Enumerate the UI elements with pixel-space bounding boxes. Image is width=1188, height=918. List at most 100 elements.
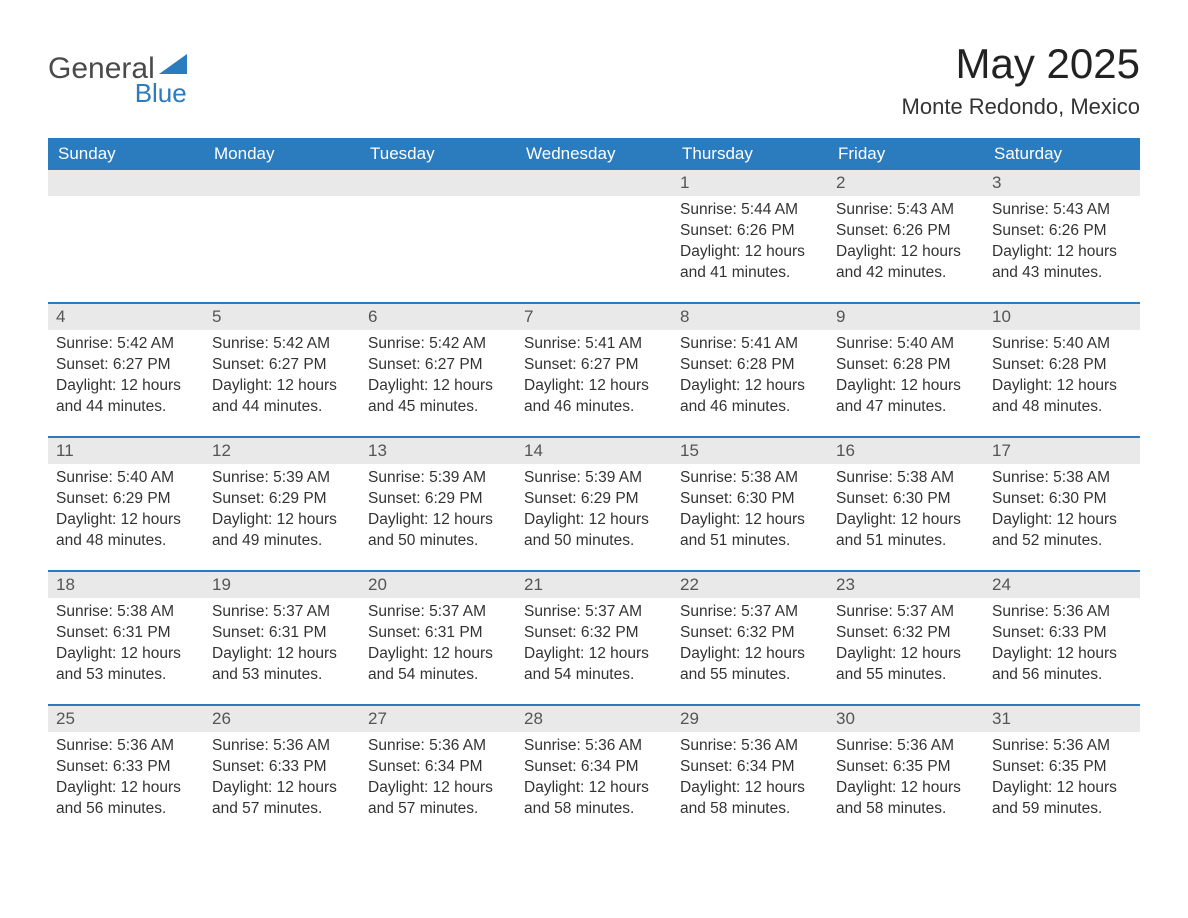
date-number: 29 (672, 706, 828, 732)
calendar-cell: 10Sunrise: 5:40 AMSunset: 6:28 PMDayligh… (984, 304, 1140, 422)
calendar-cell: 6Sunrise: 5:42 AMSunset: 6:27 PMDaylight… (360, 304, 516, 422)
date-number: 30 (828, 706, 984, 732)
sunrise-line: Sunrise: 5:36 AM (680, 736, 820, 757)
day-details: Sunrise: 5:38 AMSunset: 6:30 PMDaylight:… (672, 464, 828, 554)
sunrise-line: Sunrise: 5:40 AM (836, 334, 976, 355)
sunset-line: Sunset: 6:34 PM (680, 757, 820, 778)
calendar-cell: 27Sunrise: 5:36 AMSunset: 6:34 PMDayligh… (360, 706, 516, 824)
sunset-line: Sunset: 6:34 PM (524, 757, 664, 778)
day-details: Sunrise: 5:42 AMSunset: 6:27 PMDaylight:… (360, 330, 516, 420)
calendar-cell: 23Sunrise: 5:37 AMSunset: 6:32 PMDayligh… (828, 572, 984, 690)
date-number: 1 (672, 170, 828, 196)
weekday-header: Tuesday (360, 138, 516, 170)
daylight-line: Daylight: 12 hours and 53 minutes. (56, 644, 196, 686)
calendar-cell: 2Sunrise: 5:43 AMSunset: 6:26 PMDaylight… (828, 170, 984, 288)
sunrise-line: Sunrise: 5:36 AM (992, 602, 1132, 623)
weekday-header: Friday (828, 138, 984, 170)
sunrise-line: Sunrise: 5:36 AM (524, 736, 664, 757)
location-label: Monte Redondo, Mexico (902, 94, 1140, 120)
date-number: 11 (48, 438, 204, 464)
sunset-line: Sunset: 6:34 PM (368, 757, 508, 778)
sunset-line: Sunset: 6:31 PM (56, 623, 196, 644)
sunrise-line: Sunrise: 5:38 AM (992, 468, 1132, 489)
day-details: Sunrise: 5:36 AMSunset: 6:34 PMDaylight:… (360, 732, 516, 822)
calendar-cell: 31Sunrise: 5:36 AMSunset: 6:35 PMDayligh… (984, 706, 1140, 824)
calendar-cell: 24Sunrise: 5:36 AMSunset: 6:33 PMDayligh… (984, 572, 1140, 690)
weekday-header: Wednesday (516, 138, 672, 170)
day-details: Sunrise: 5:40 AMSunset: 6:28 PMDaylight:… (984, 330, 1140, 420)
calendar-cell: 28Sunrise: 5:36 AMSunset: 6:34 PMDayligh… (516, 706, 672, 824)
calendar-cell: 13Sunrise: 5:39 AMSunset: 6:29 PMDayligh… (360, 438, 516, 556)
day-details: Sunrise: 5:38 AMSunset: 6:31 PMDaylight:… (48, 598, 204, 688)
date-number: 19 (204, 572, 360, 598)
weekday-header: Sunday (48, 138, 204, 170)
sunset-line: Sunset: 6:30 PM (680, 489, 820, 510)
sunset-line: Sunset: 6:35 PM (836, 757, 976, 778)
day-details: Sunrise: 5:40 AMSunset: 6:28 PMDaylight:… (828, 330, 984, 420)
date-number: 21 (516, 572, 672, 598)
day-details: Sunrise: 5:38 AMSunset: 6:30 PMDaylight:… (984, 464, 1140, 554)
daylight-line: Daylight: 12 hours and 50 minutes. (524, 510, 664, 552)
day-details: Sunrise: 5:38 AMSunset: 6:30 PMDaylight:… (828, 464, 984, 554)
sunrise-line: Sunrise: 5:42 AM (212, 334, 352, 355)
date-number: 25 (48, 706, 204, 732)
calendar-cell: 7Sunrise: 5:41 AMSunset: 6:27 PMDaylight… (516, 304, 672, 422)
daylight-line: Daylight: 12 hours and 56 minutes. (56, 778, 196, 820)
sunset-line: Sunset: 6:32 PM (680, 623, 820, 644)
day-details: Sunrise: 5:37 AMSunset: 6:32 PMDaylight:… (672, 598, 828, 688)
sunrise-line: Sunrise: 5:42 AM (56, 334, 196, 355)
daylight-line: Daylight: 12 hours and 57 minutes. (368, 778, 508, 820)
day-details: Sunrise: 5:36 AMSunset: 6:35 PMDaylight:… (828, 732, 984, 822)
sunrise-line: Sunrise: 5:43 AM (992, 200, 1132, 221)
sunrise-line: Sunrise: 5:37 AM (836, 602, 976, 623)
week-row: 25Sunrise: 5:36 AMSunset: 6:33 PMDayligh… (48, 704, 1140, 824)
calendar-cell: 1Sunrise: 5:44 AMSunset: 6:26 PMDaylight… (672, 170, 828, 288)
daylight-line: Daylight: 12 hours and 44 minutes. (56, 376, 196, 418)
calendar-cell: 18Sunrise: 5:38 AMSunset: 6:31 PMDayligh… (48, 572, 204, 690)
sunset-line: Sunset: 6:33 PM (992, 623, 1132, 644)
date-number: 12 (204, 438, 360, 464)
calendar-cell: 3Sunrise: 5:43 AMSunset: 6:26 PMDaylight… (984, 170, 1140, 288)
day-details: Sunrise: 5:36 AMSunset: 6:33 PMDaylight:… (204, 732, 360, 822)
sunset-line: Sunset: 6:30 PM (992, 489, 1132, 510)
date-number: 22 (672, 572, 828, 598)
calendar-cell (48, 170, 204, 288)
logo: General Blue (48, 40, 187, 106)
daylight-line: Daylight: 12 hours and 42 minutes. (836, 242, 976, 284)
daylight-line: Daylight: 12 hours and 48 minutes. (992, 376, 1132, 418)
day-details: Sunrise: 5:43 AMSunset: 6:26 PMDaylight:… (984, 196, 1140, 286)
sunrise-line: Sunrise: 5:39 AM (524, 468, 664, 489)
calendar-cell: 22Sunrise: 5:37 AMSunset: 6:32 PMDayligh… (672, 572, 828, 690)
week-row: 1Sunrise: 5:44 AMSunset: 6:26 PMDaylight… (48, 170, 1140, 288)
date-number: 6 (360, 304, 516, 330)
date-number: 16 (828, 438, 984, 464)
daylight-line: Daylight: 12 hours and 58 minutes. (680, 778, 820, 820)
sunrise-line: Sunrise: 5:38 AM (836, 468, 976, 489)
calendar-cell: 20Sunrise: 5:37 AMSunset: 6:31 PMDayligh… (360, 572, 516, 690)
date-number: 2 (828, 170, 984, 196)
date-number: 17 (984, 438, 1140, 464)
date-number (204, 170, 360, 196)
weekday-header: Saturday (984, 138, 1140, 170)
calendar-grid: Sunday Monday Tuesday Wednesday Thursday… (48, 138, 1140, 824)
day-details: Sunrise: 5:37 AMSunset: 6:31 PMDaylight:… (360, 598, 516, 688)
date-number: 9 (828, 304, 984, 330)
sunrise-line: Sunrise: 5:36 AM (56, 736, 196, 757)
calendar-cell (516, 170, 672, 288)
daylight-line: Daylight: 12 hours and 46 minutes. (524, 376, 664, 418)
sunset-line: Sunset: 6:26 PM (680, 221, 820, 242)
daylight-line: Daylight: 12 hours and 48 minutes. (56, 510, 196, 552)
sunrise-line: Sunrise: 5:36 AM (368, 736, 508, 757)
daylight-line: Daylight: 12 hours and 58 minutes. (836, 778, 976, 820)
week-row: 18Sunrise: 5:38 AMSunset: 6:31 PMDayligh… (48, 570, 1140, 690)
date-number: 10 (984, 304, 1140, 330)
week-row: 11Sunrise: 5:40 AMSunset: 6:29 PMDayligh… (48, 436, 1140, 556)
sunset-line: Sunset: 6:32 PM (836, 623, 976, 644)
sunset-line: Sunset: 6:27 PM (56, 355, 196, 376)
day-details: Sunrise: 5:40 AMSunset: 6:29 PMDaylight:… (48, 464, 204, 554)
sunrise-line: Sunrise: 5:36 AM (212, 736, 352, 757)
date-number: 28 (516, 706, 672, 732)
date-number: 8 (672, 304, 828, 330)
calendar-cell: 11Sunrise: 5:40 AMSunset: 6:29 PMDayligh… (48, 438, 204, 556)
sunset-line: Sunset: 6:35 PM (992, 757, 1132, 778)
